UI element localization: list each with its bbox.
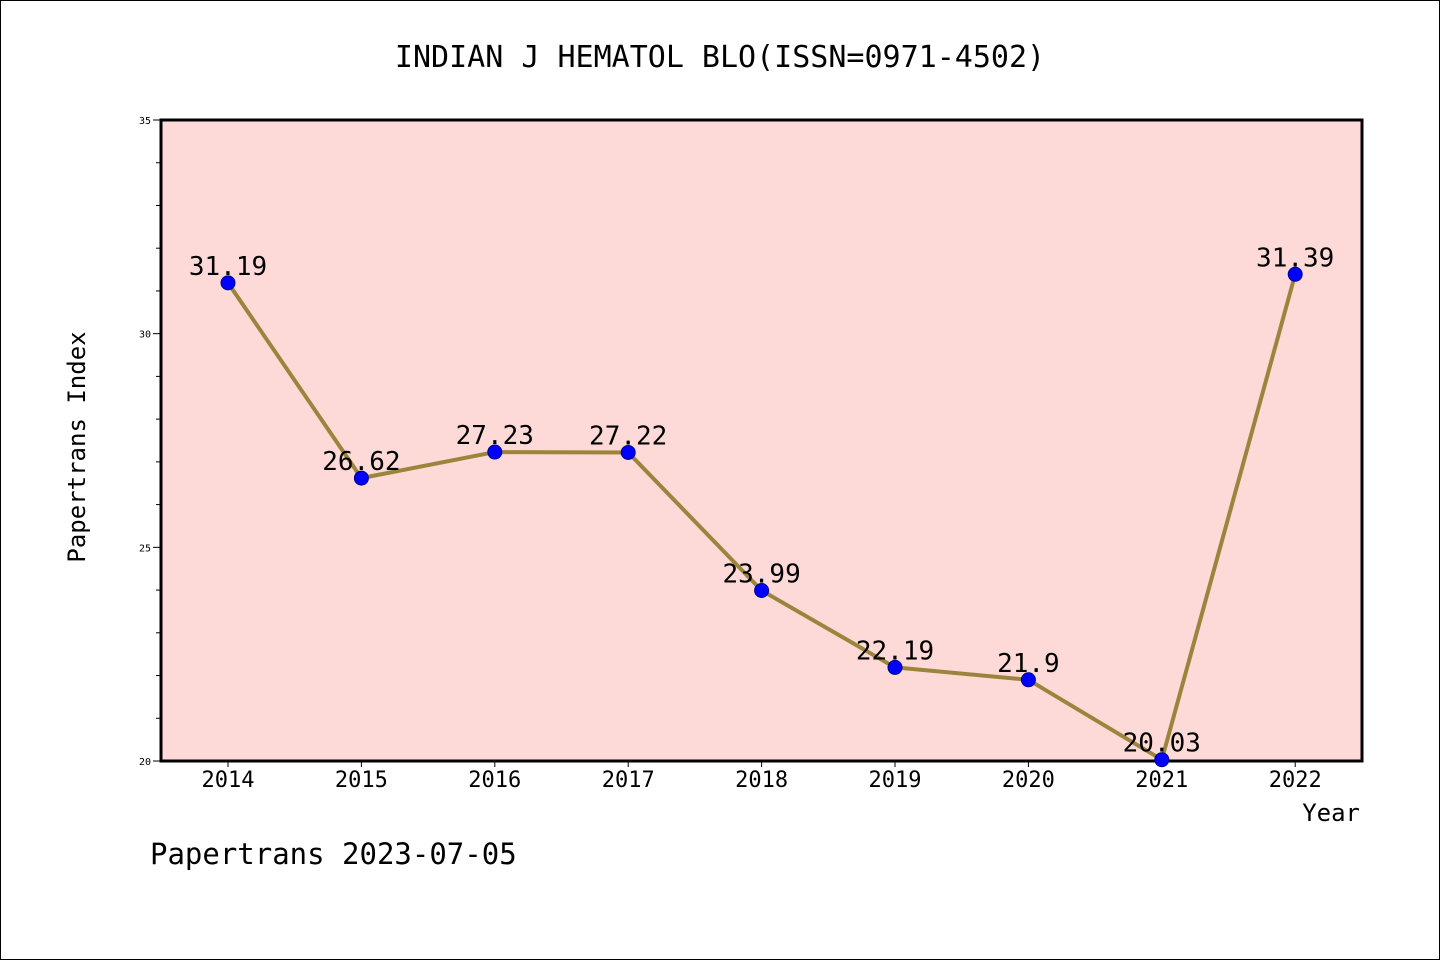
x-tick-label: 2016 xyxy=(468,768,521,793)
x-tick-label: 2022 xyxy=(1269,768,1322,793)
data-point xyxy=(620,444,636,460)
y-axis-label: Papertrans Index xyxy=(63,331,91,562)
data-labels-group: 31.19 26.62 27.23 27.22 23.99 22.19 21.9 20.03 3… xyxy=(189,243,1334,758)
data-label: 21.9 xyxy=(997,649,1060,679)
x-tick-label: 2014 xyxy=(202,768,255,793)
data-label: 27.23 xyxy=(456,421,534,451)
data-point xyxy=(1287,266,1303,282)
data-label: 22.19 xyxy=(856,636,934,666)
x-tick-label: 2017 xyxy=(602,768,655,793)
plot-area xyxy=(159,118,1364,763)
x-axis: 2014 2015 2016 2017 2018 2019 2020 2021 2022 xyxy=(202,761,1322,793)
y-axis: 20 25 30 35 xyxy=(139,116,161,768)
x-tick-label: 2021 xyxy=(1135,768,1188,793)
x-tick-label: 2015 xyxy=(335,768,388,793)
data-point xyxy=(487,444,503,460)
x-tick-label: 2019 xyxy=(869,768,922,793)
data-point xyxy=(887,659,903,675)
data-label: 26.62 xyxy=(322,447,400,477)
data-point xyxy=(754,582,770,598)
y-tick-label: 30 xyxy=(139,330,151,341)
data-label: 31.39 xyxy=(1256,243,1334,273)
data-point xyxy=(353,470,369,486)
series-points-group xyxy=(220,266,1303,768)
chart-title: INDIAN J HEMATOL BLO(ISSN=0971-4502) xyxy=(395,40,1045,75)
y-tick-label: 35 xyxy=(139,116,151,127)
data-label: 20.03 xyxy=(1123,729,1201,759)
y-tick-label: 25 xyxy=(139,543,151,554)
y-minor-ticks xyxy=(156,162,161,719)
x-tick-label: 2020 xyxy=(1002,768,1055,793)
x-tick-label: 2018 xyxy=(735,768,788,793)
data-label: 31.19 xyxy=(189,252,267,282)
watermark-text: Papertrans 2023-07-05 xyxy=(150,837,517,871)
x-axis-label: Year xyxy=(1302,799,1360,827)
y-tick-label: 20 xyxy=(139,757,151,768)
data-point xyxy=(1154,752,1170,768)
data-label: 27.22 xyxy=(589,421,667,451)
data-label: 23.99 xyxy=(722,559,800,589)
data-point xyxy=(1020,672,1036,688)
data-point xyxy=(220,275,236,291)
